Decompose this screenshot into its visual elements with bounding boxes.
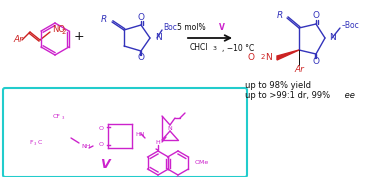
Text: NH: NH xyxy=(81,144,90,149)
Text: F: F xyxy=(29,141,33,145)
Text: N: N xyxy=(155,33,162,42)
Text: N: N xyxy=(329,33,336,42)
FancyBboxPatch shape xyxy=(3,88,247,177)
Text: 5 mol%: 5 mol% xyxy=(177,24,208,33)
Text: $_3$: $_3$ xyxy=(33,141,37,148)
Text: O: O xyxy=(99,125,104,130)
Text: 3: 3 xyxy=(213,45,217,50)
Text: N: N xyxy=(265,53,272,61)
Text: –Boc: –Boc xyxy=(342,21,360,30)
Text: V: V xyxy=(100,158,110,172)
Text: O: O xyxy=(138,53,144,62)
Text: up to >99:1 dr, 99%: up to >99:1 dr, 99% xyxy=(245,92,330,101)
Text: $_3$: $_3$ xyxy=(61,114,65,122)
Text: +: + xyxy=(74,30,84,42)
Polygon shape xyxy=(277,50,299,60)
Text: 2: 2 xyxy=(261,54,265,60)
Text: O: O xyxy=(99,141,104,147)
Text: up to 98% yield: up to 98% yield xyxy=(245,81,311,90)
Text: , −10 °C: , −10 °C xyxy=(222,44,254,53)
Text: O: O xyxy=(313,58,319,67)
Text: H: H xyxy=(156,139,160,144)
Text: OMe: OMe xyxy=(195,161,209,165)
Text: N: N xyxy=(167,125,172,130)
Text: V: V xyxy=(219,24,225,33)
Text: C: C xyxy=(38,141,42,145)
Text: O: O xyxy=(248,53,255,61)
Text: R: R xyxy=(101,15,107,24)
Text: N: N xyxy=(176,176,180,177)
Text: NO: NO xyxy=(52,25,65,35)
Text: ee: ee xyxy=(342,92,355,101)
Text: O: O xyxy=(138,13,144,21)
Text: R: R xyxy=(277,10,283,19)
Text: CHCl: CHCl xyxy=(189,44,208,53)
Text: O: O xyxy=(313,12,319,21)
Text: Ar: Ar xyxy=(13,36,23,44)
Text: 2: 2 xyxy=(62,28,67,35)
Text: CF: CF xyxy=(53,115,61,119)
Text: Ar: Ar xyxy=(294,65,304,75)
Text: Boc: Boc xyxy=(163,24,177,33)
Text: HN: HN xyxy=(135,132,144,136)
